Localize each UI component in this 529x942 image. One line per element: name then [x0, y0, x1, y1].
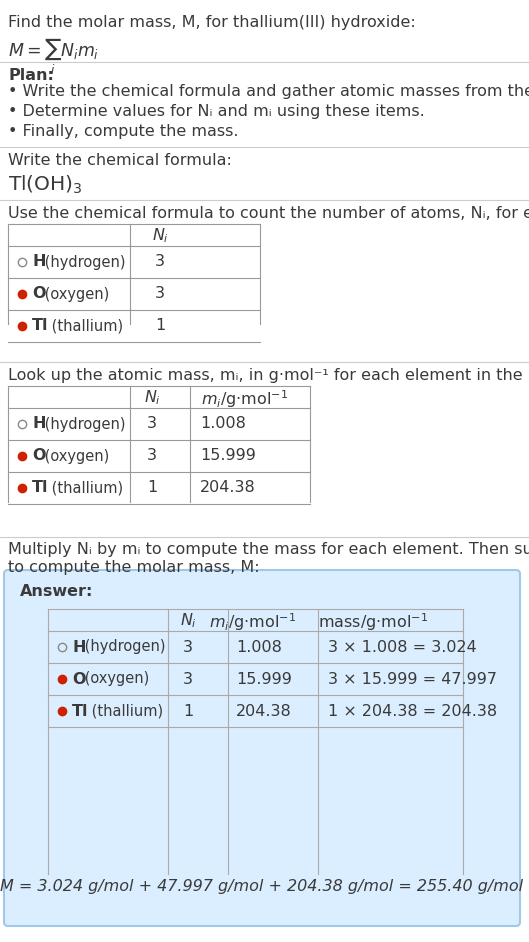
Text: 3: 3: [147, 448, 157, 463]
Text: (hydrogen): (hydrogen): [79, 640, 165, 655]
Text: (thallium): (thallium): [87, 704, 163, 719]
Text: Plan:: Plan:: [8, 68, 54, 83]
Text: Tl: Tl: [72, 704, 88, 719]
Text: $N_i$: $N_i$: [151, 226, 169, 245]
Text: Use the chemical formula to count the number of atoms, Nᵢ, for each element:: Use the chemical formula to count the nu…: [8, 206, 529, 221]
Text: • Finally, compute the mass.: • Finally, compute the mass.: [8, 124, 239, 139]
Text: mass/g·mol$^{-1}$: mass/g·mol$^{-1}$: [318, 611, 428, 633]
Text: Write the chemical formula:: Write the chemical formula:: [8, 153, 232, 168]
Text: 15.999: 15.999: [236, 672, 292, 687]
Text: Multiply Nᵢ by mᵢ to compute the mass for each element. Then sum those values: Multiply Nᵢ by mᵢ to compute the mass fo…: [8, 542, 529, 557]
Text: H: H: [32, 254, 45, 269]
Text: 1 × 204.38 = 204.38: 1 × 204.38 = 204.38: [328, 704, 497, 719]
Text: (thallium): (thallium): [47, 318, 123, 333]
Text: 1: 1: [155, 318, 165, 333]
Text: 204.38: 204.38: [200, 480, 256, 495]
Text: 1: 1: [147, 480, 157, 495]
Text: (thallium): (thallium): [47, 480, 123, 495]
Text: 1.008: 1.008: [236, 640, 282, 655]
Text: $N_i$: $N_i$: [179, 611, 196, 629]
Text: $N_i$: $N_i$: [143, 388, 160, 407]
Text: O: O: [72, 672, 86, 687]
Text: • Determine values for Nᵢ and mᵢ using these items.: • Determine values for Nᵢ and mᵢ using t…: [8, 104, 425, 119]
FancyBboxPatch shape: [4, 570, 520, 926]
Text: 1: 1: [183, 704, 193, 719]
Text: Tl: Tl: [32, 318, 49, 333]
Text: 3: 3: [183, 672, 193, 687]
Text: (oxygen): (oxygen): [79, 672, 149, 687]
Text: 204.38: 204.38: [236, 704, 292, 719]
Text: Look up the atomic mass, mᵢ, in g·mol⁻¹ for each element in the periodic table:: Look up the atomic mass, mᵢ, in g·mol⁻¹ …: [8, 368, 529, 383]
Text: 3: 3: [147, 416, 157, 431]
Text: Tl: Tl: [32, 480, 49, 495]
Text: to compute the molar mass, M:: to compute the molar mass, M:: [8, 560, 260, 575]
Text: (hydrogen): (hydrogen): [40, 416, 125, 431]
Text: $m_i$/g·mol$^{-1}$: $m_i$/g·mol$^{-1}$: [202, 388, 288, 410]
Text: M = 3.024 g/mol + 47.997 g/mol + 204.38 g/mol = 255.40 g/mol: M = 3.024 g/mol + 47.997 g/mol + 204.38 …: [1, 880, 524, 895]
Text: O: O: [32, 448, 45, 463]
Text: O: O: [32, 286, 45, 301]
Text: 3: 3: [155, 254, 165, 269]
Text: (hydrogen): (hydrogen): [40, 254, 125, 269]
Text: 3 × 1.008 = 3.024: 3 × 1.008 = 3.024: [328, 640, 477, 655]
Text: $\mathrm{Tl(OH)_3}$: $\mathrm{Tl(OH)_3}$: [8, 174, 83, 196]
Text: (oxygen): (oxygen): [40, 286, 109, 301]
Text: 3: 3: [183, 640, 193, 655]
Text: $M = \sum_i N_i m_i$: $M = \sum_i N_i m_i$: [8, 37, 99, 77]
Text: $m_i$/g·mol$^{-1}$: $m_i$/g·mol$^{-1}$: [209, 611, 297, 633]
Text: 15.999: 15.999: [200, 448, 256, 463]
Text: (oxygen): (oxygen): [40, 448, 109, 463]
Text: 3: 3: [155, 286, 165, 301]
Text: 3 × 15.999 = 47.997: 3 × 15.999 = 47.997: [328, 672, 497, 687]
Text: • Write the chemical formula and gather atomic masses from the periodic table.: • Write the chemical formula and gather …: [8, 84, 529, 99]
Text: H: H: [32, 416, 45, 431]
Text: Answer:: Answer:: [20, 584, 94, 599]
Text: Find the molar mass, M, for thallium(III) hydroxide:: Find the molar mass, M, for thallium(III…: [8, 15, 416, 30]
Text: H: H: [72, 640, 86, 655]
Text: 1.008: 1.008: [200, 416, 246, 431]
